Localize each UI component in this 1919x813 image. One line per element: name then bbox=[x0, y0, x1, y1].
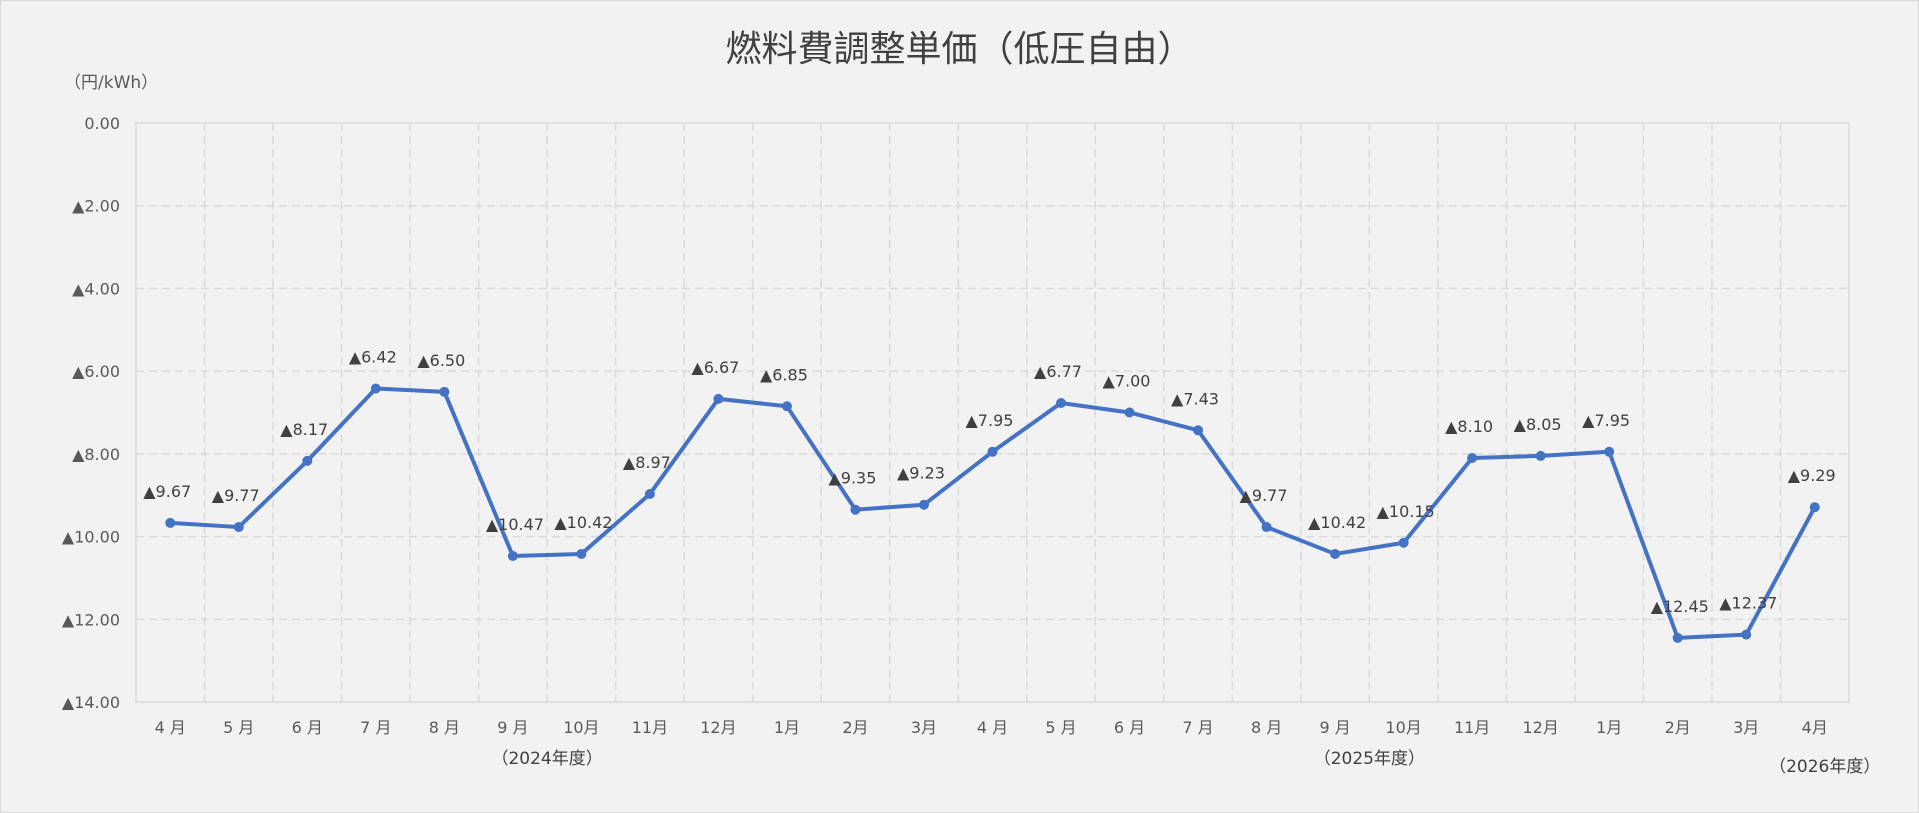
x-tick-label: 3月 bbox=[1733, 718, 1759, 737]
plot-area-border bbox=[135, 122, 1850, 703]
data-label: ▲7.95 bbox=[1582, 411, 1630, 430]
data-label: ▲6.67 bbox=[691, 358, 739, 377]
data-point bbox=[918, 499, 929, 510]
x-tick-label: 6 月 bbox=[292, 718, 323, 737]
data-label: ▲7.43 bbox=[1171, 389, 1219, 408]
data-label: ▲10.42 bbox=[1308, 513, 1366, 532]
y-axis-unit-label: （円/kWh） bbox=[64, 73, 159, 93]
data-label: ▲9.23 bbox=[897, 464, 945, 483]
x-tick-label: 5 月 bbox=[223, 718, 254, 737]
data-point bbox=[987, 446, 998, 457]
x-tick-label: 5 月 bbox=[1045, 718, 1076, 737]
fiscal-year-label: （2024年度） bbox=[491, 749, 602, 769]
data-label: ▲10.42 bbox=[554, 513, 612, 532]
data-point bbox=[1809, 502, 1820, 513]
data-point bbox=[576, 548, 587, 559]
data-label: ▲8.17 bbox=[280, 420, 328, 439]
data-label: ▲12.45 bbox=[1651, 597, 1709, 616]
x-tick-label: 9 月 bbox=[1319, 718, 1350, 737]
x-tick-label: 10月 bbox=[1385, 718, 1421, 737]
data-label: ▲9.35 bbox=[828, 469, 876, 488]
x-tick-label: 3月 bbox=[911, 718, 937, 737]
x-tick-label: 7 月 bbox=[1182, 718, 1213, 737]
data-label: ▲8.10 bbox=[1445, 417, 1493, 436]
x-tick-label: 11月 bbox=[632, 718, 668, 737]
data-point bbox=[370, 383, 381, 394]
fiscal-year-label: （2026年度） bbox=[1769, 757, 1880, 777]
x-tick-label: 2月 bbox=[842, 718, 868, 737]
x-tick-label: 1月 bbox=[774, 718, 800, 737]
data-point bbox=[302, 455, 313, 466]
x-tick-label: 4月 bbox=[1802, 718, 1828, 737]
x-tick-label: 12月 bbox=[1522, 718, 1558, 737]
x-tick-label: 12月 bbox=[700, 718, 736, 737]
x-tick-label: 2月 bbox=[1665, 718, 1691, 737]
data-point bbox=[850, 504, 861, 515]
data-label: ▲9.67 bbox=[143, 482, 191, 501]
y-tick-label: ▲2.00 bbox=[72, 197, 120, 216]
y-tick-label: ▲12.00 bbox=[62, 610, 120, 629]
data-point bbox=[1604, 446, 1615, 457]
data-label: ▲10.47 bbox=[486, 515, 544, 534]
data-point bbox=[1398, 537, 1409, 548]
y-tick-label: ▲10.00 bbox=[62, 528, 120, 547]
x-tick-label: 4 月 bbox=[155, 718, 186, 737]
data-point bbox=[165, 517, 176, 528]
x-tick-label: 1月 bbox=[1596, 718, 1622, 737]
data-point bbox=[439, 386, 450, 397]
chart-title: 燃料費調整単価（低圧自由） bbox=[725, 29, 1194, 70]
x-tick-label: 10月 bbox=[563, 718, 599, 737]
data-label: ▲7.00 bbox=[1103, 372, 1151, 391]
x-tick-label: 11月 bbox=[1454, 718, 1490, 737]
data-point bbox=[1535, 450, 1546, 461]
y-tick-label: ▲6.00 bbox=[72, 362, 120, 381]
x-tick-label: 8 月 bbox=[429, 718, 460, 737]
y-tick-label: ▲14.00 bbox=[62, 693, 120, 712]
x-tick-label: 8 月 bbox=[1251, 718, 1282, 737]
data-label: ▲9.77 bbox=[1240, 486, 1288, 505]
fiscal-year-label: （2025年度） bbox=[1314, 749, 1425, 769]
x-tick-label: 7 月 bbox=[360, 718, 391, 737]
data-label: ▲6.85 bbox=[760, 365, 808, 384]
data-point bbox=[1124, 407, 1135, 418]
data-label: ▲8.05 bbox=[1514, 415, 1562, 434]
data-point bbox=[1741, 629, 1752, 640]
data-label: ▲8.97 bbox=[623, 453, 671, 472]
data-point bbox=[713, 393, 724, 404]
data-point bbox=[1261, 522, 1272, 533]
x-tick-label: 4 月 bbox=[977, 718, 1008, 737]
x-tick-label: 6 月 bbox=[1114, 718, 1145, 737]
data-point bbox=[1330, 548, 1341, 559]
data-point bbox=[507, 551, 518, 562]
data-label: ▲9.29 bbox=[1788, 466, 1836, 485]
data-label: ▲6.42 bbox=[349, 348, 397, 367]
data-label: ▲6.77 bbox=[1034, 362, 1082, 381]
y-tick-label: 0.00 bbox=[84, 114, 120, 133]
y-tick-label: ▲4.00 bbox=[72, 279, 120, 298]
data-label: ▲10.15 bbox=[1377, 502, 1435, 521]
x-tick-label: 9 月 bbox=[497, 718, 528, 737]
data-point bbox=[1467, 452, 1478, 463]
data-point bbox=[233, 522, 244, 533]
data-point bbox=[1672, 632, 1683, 643]
data-point bbox=[781, 401, 792, 412]
data-label: ▲9.77 bbox=[212, 486, 260, 505]
data-label: ▲12.37 bbox=[1719, 594, 1777, 613]
data-point bbox=[644, 488, 655, 499]
data-point bbox=[1056, 397, 1067, 408]
data-label: ▲6.50 bbox=[417, 351, 465, 370]
y-tick-label: ▲8.00 bbox=[72, 445, 120, 464]
data-label: ▲7.95 bbox=[966, 411, 1014, 430]
data-point bbox=[1193, 425, 1204, 436]
